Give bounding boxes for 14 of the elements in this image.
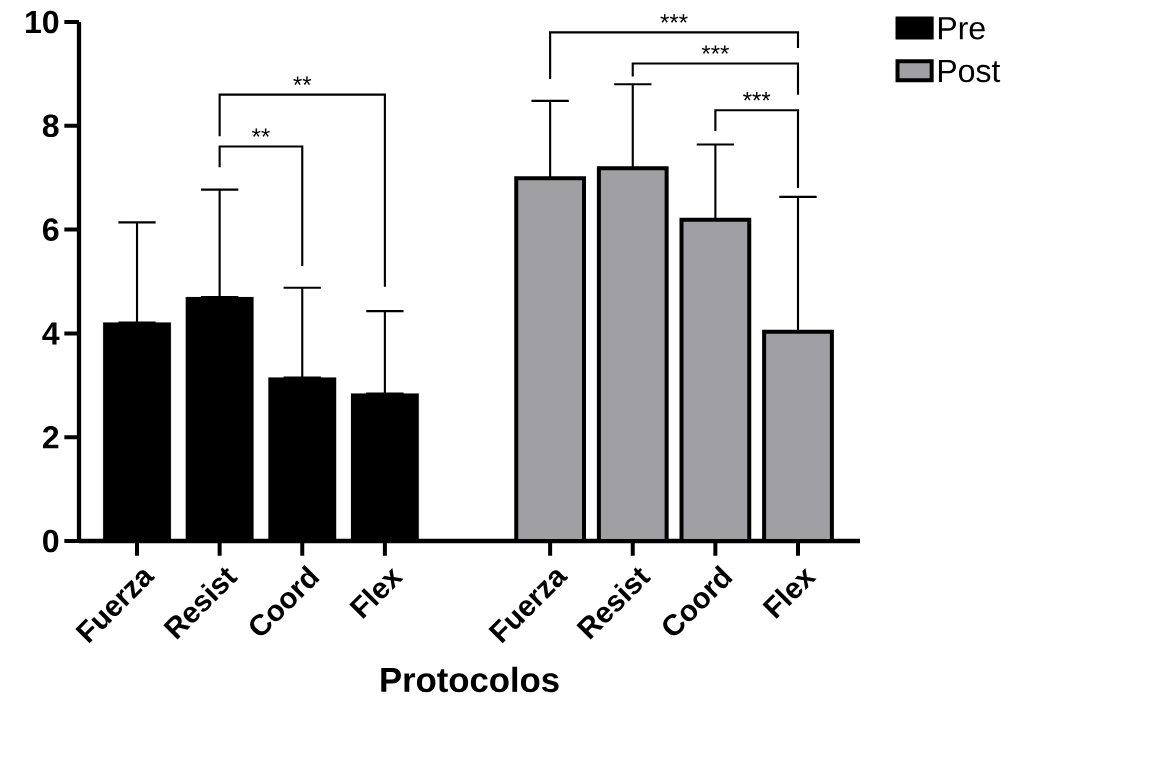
legend-label: Pre (938, 17, 985, 40)
annotation: *** (660, 14, 688, 23)
x-axis-title: Protocolos (381, 666, 559, 693)
y-tick-label: 8 (42, 114, 59, 138)
y-tick-label: 10 (26, 10, 59, 34)
y-tick-label: 2 (42, 426, 59, 449)
legend-label: Post (938, 59, 1001, 83)
annotation: *** (743, 92, 771, 101)
y-tick-label: 6 (43, 218, 59, 241)
annotation: *** (701, 45, 730, 54)
y-tick-label: 4 (42, 322, 60, 345)
annotation: ** (251, 128, 270, 137)
y-tick-label: 0 (43, 529, 59, 553)
annotation: ** (293, 76, 312, 85)
